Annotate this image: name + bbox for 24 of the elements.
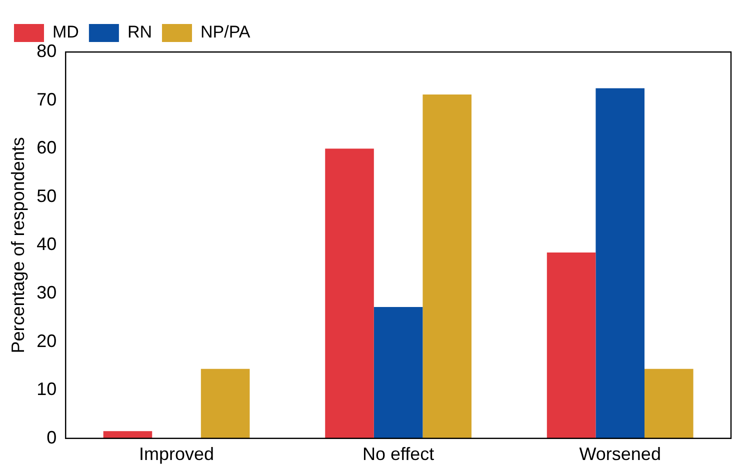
x-tick-label: Worsened: [579, 444, 661, 464]
y-tick-label: 80: [36, 40, 57, 61]
legend-label: MD: [52, 22, 79, 42]
y-tick-label: 30: [36, 282, 57, 302]
y-tick-label: 70: [36, 89, 57, 110]
bar: [596, 88, 644, 438]
bar: [325, 148, 374, 438]
bar: [200, 368, 250, 438]
y-tick-label: 40: [36, 234, 57, 254]
y-tick-label: 10: [36, 379, 57, 400]
legend-label: RN: [127, 22, 152, 42]
y-tick-label: 20: [36, 330, 57, 351]
y-tick-label: 50: [36, 186, 57, 206]
legend-label: NP/PA: [200, 22, 251, 42]
bar: [103, 431, 152, 438]
x-tick-label: Improved: [138, 444, 214, 464]
bar: [644, 368, 694, 438]
y-axis-title: Percentage of respondents: [8, 137, 28, 354]
bar: [374, 307, 423, 438]
bar: [546, 252, 596, 438]
y-tick-label: 60: [36, 138, 57, 158]
y-tick-label: 0: [46, 427, 57, 448]
bar: [422, 94, 472, 438]
x-tick-label: No effect: [362, 444, 434, 464]
